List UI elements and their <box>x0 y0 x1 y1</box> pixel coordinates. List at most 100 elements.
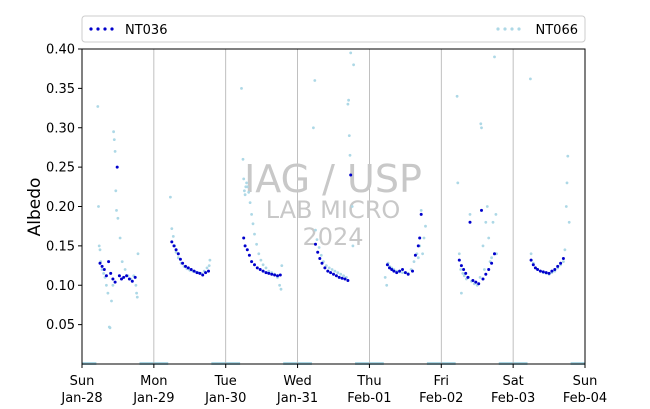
point-nt036-11 <box>122 275 126 279</box>
point-nt066-104 <box>401 271 404 274</box>
point-nt036-6 <box>111 277 115 281</box>
point-nt036-9 <box>117 274 121 278</box>
legend-marker-nt066 <box>496 27 521 31</box>
point-nt066-90 <box>347 134 351 138</box>
point-nt036-39 <box>261 269 265 273</box>
point-nt036-2 <box>102 268 106 271</box>
series-nt036 <box>98 165 565 286</box>
point-nt036-10 <box>120 277 123 281</box>
x-tick-weekday-6: Sat <box>502 374 523 389</box>
point-nt066-91 <box>348 153 352 157</box>
point-nt066-136 <box>487 236 491 240</box>
point-nt036-94 <box>541 270 545 274</box>
point-nt066-75 <box>314 228 317 232</box>
point-nt066-139 <box>491 220 495 224</box>
point-nt036-65 <box>398 269 402 273</box>
point-nt066-6 <box>102 272 105 275</box>
point-nt066-12 <box>110 299 113 303</box>
point-nt036-38 <box>258 268 262 271</box>
point-nt036-69 <box>411 269 414 273</box>
point-nt066-11 <box>108 326 112 330</box>
point-nt066-9 <box>106 291 110 295</box>
point-nt066-16 <box>113 150 117 153</box>
point-nt066-58 <box>250 213 254 216</box>
y-tick-label-0: 0.05 <box>46 318 75 333</box>
point-nt066-8 <box>105 283 108 287</box>
point-nt066-156 <box>562 260 565 263</box>
legend-label-nt036: NT036 <box>125 23 167 38</box>
watermark-line-2: LAB MICRO <box>266 196 401 224</box>
point-nt036-52 <box>329 271 333 275</box>
point-nt036-75 <box>459 264 463 268</box>
point-nt036-36 <box>253 263 256 267</box>
point-nt066-93 <box>350 205 354 208</box>
point-nt036-12 <box>125 274 129 278</box>
y-tick-label-4: 0.25 <box>46 161 75 176</box>
point-nt066-84 <box>336 271 340 274</box>
point-nt066-28 <box>135 295 139 299</box>
point-nt066-135 <box>485 205 489 208</box>
point-nt036-13 <box>127 277 131 281</box>
y-tick-label-6: 0.35 <box>46 82 75 97</box>
x-tick-weekday-3: Wed <box>283 374 311 389</box>
point-nt036-82 <box>477 282 481 286</box>
point-nt066-5 <box>100 268 104 271</box>
x-tick-date-3: Jan-31 <box>276 391 318 406</box>
point-nt036-27 <box>198 271 202 275</box>
point-nt066-18 <box>115 209 118 212</box>
point-nt036-99 <box>556 264 560 268</box>
point-nt066-160 <box>566 154 570 158</box>
point-nt036-55 <box>337 275 341 279</box>
point-nt066-161 <box>567 220 571 224</box>
point-nt036-17 <box>172 244 176 248</box>
x-tick-date-6: Feb-03 <box>491 391 535 406</box>
watermark-line-1: IAG / USP <box>244 157 422 201</box>
y-axis-label: Albedo <box>25 178 45 237</box>
point-nt036-8 <box>115 165 119 169</box>
point-nt036-66 <box>401 268 404 271</box>
point-nt036-89 <box>529 258 533 262</box>
point-nt036-79 <box>468 220 472 224</box>
point-nt036-57 <box>343 277 347 281</box>
point-nt036-21 <box>181 261 185 265</box>
point-nt036-23 <box>186 266 190 270</box>
point-nt036-62 <box>390 268 394 271</box>
point-nt066-108 <box>412 260 416 263</box>
point-nt036-3 <box>104 274 108 278</box>
point-nt036-91 <box>533 266 537 270</box>
point-nt066-54 <box>245 181 249 185</box>
point-nt066-52 <box>243 193 247 197</box>
point-nt066-21 <box>120 260 124 263</box>
point-nt036-37 <box>255 266 259 270</box>
point-nt066-61 <box>255 242 258 246</box>
legend: NT036 NT066 <box>81 15 586 43</box>
point-nt066-76 <box>315 238 319 242</box>
point-nt036-43 <box>273 273 277 277</box>
point-nt036-77 <box>464 271 468 275</box>
point-nt036-53 <box>332 272 335 276</box>
point-nt036-61 <box>388 266 391 270</box>
point-nt066-60 <box>253 232 256 236</box>
point-nt036-18 <box>174 248 178 252</box>
point-nt066-116 <box>455 94 459 98</box>
point-nt066-118 <box>457 252 461 256</box>
point-nt066-30 <box>169 195 172 199</box>
point-nt036-22 <box>184 264 187 268</box>
x-tick-weekday-7: Sun <box>573 374 598 389</box>
point-nt066-141 <box>494 213 498 216</box>
point-nt036-26 <box>195 271 199 275</box>
point-nt066-65 <box>264 266 268 270</box>
point-nt036-1 <box>100 264 104 268</box>
point-nt036-71 <box>416 244 420 248</box>
point-nt036-29 <box>204 271 208 275</box>
point-nt066-92 <box>349 51 353 55</box>
watermark-line-3: 2024 <box>302 223 363 251</box>
point-nt066-144 <box>529 252 533 256</box>
point-nt066-35 <box>176 256 180 260</box>
y-tick-label-7: 0.40 <box>46 43 75 58</box>
point-nt066-131 <box>480 126 483 130</box>
point-nt066-88 <box>346 102 350 106</box>
point-nt036-31 <box>242 236 246 240</box>
point-nt036-100 <box>559 261 563 265</box>
point-nt036-45 <box>278 273 282 277</box>
